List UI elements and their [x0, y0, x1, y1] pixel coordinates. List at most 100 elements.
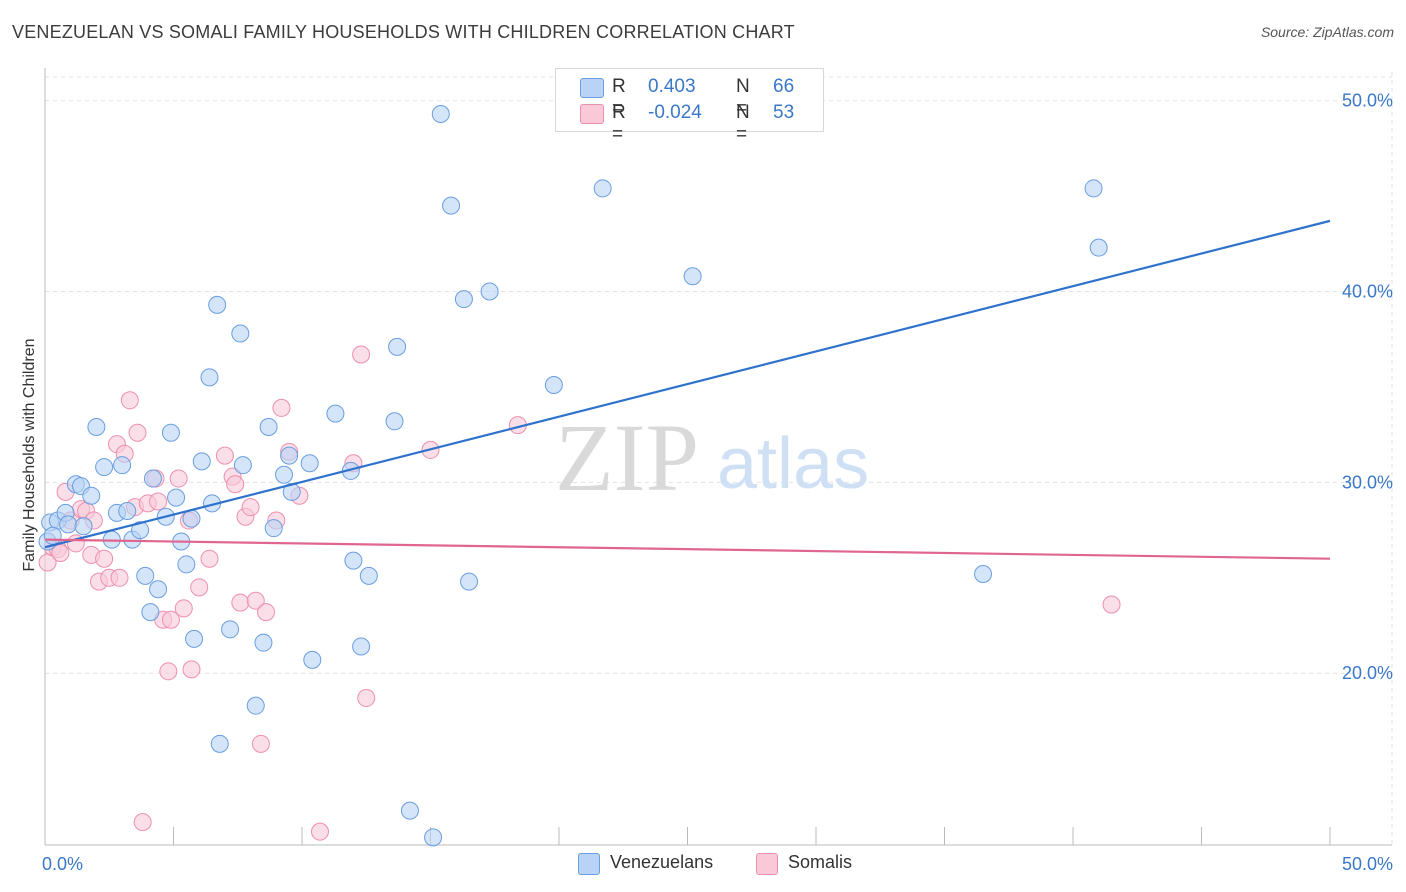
venezuelans-swatch [578, 853, 600, 875]
venezuelans-point [1089, 238, 1108, 257]
venezuelans-point [300, 454, 319, 473]
venezuelans-point [974, 564, 993, 583]
venezuelans-point [593, 179, 612, 198]
venezuelans-point [87, 418, 106, 437]
venezuelans-point [460, 572, 479, 591]
venezuelans-point [388, 337, 407, 356]
legend-label: Somalis [788, 852, 853, 872]
venezuelans-point [254, 633, 273, 652]
venezuelans-point [200, 368, 219, 387]
venezuelans-point [454, 290, 473, 309]
venezuelans-point [280, 446, 299, 465]
r-label: R = [612, 76, 626, 119]
venezuelans-point [167, 488, 186, 507]
somalis-point [51, 543, 70, 562]
venezuelans-swatch [580, 78, 604, 98]
venezuelans-point [303, 650, 322, 669]
r-value: 0.403 [648, 76, 696, 97]
venezuelans-point [264, 519, 283, 538]
y-tick-label: 40.0% [1342, 281, 1393, 301]
somalis-point [120, 391, 139, 410]
venezuelans-point [231, 324, 250, 343]
watermark: ZIP atlas [555, 404, 869, 511]
venezuelans-point [683, 267, 702, 286]
somalis-point [257, 603, 276, 622]
somalis-point [110, 568, 129, 587]
somalis-point [169, 469, 188, 488]
chart-title: VENEZUELAN VS SOMALI FAMILY HOUSEHOLDS W… [12, 22, 795, 42]
somalis-point [133, 813, 152, 832]
somalis-point [241, 498, 260, 517]
venezuelans-point [344, 551, 363, 570]
venezuelans-point [113, 456, 132, 475]
trend-layer [44, 219, 1331, 560]
somalis-point [149, 492, 168, 511]
venezuelans-point [210, 734, 229, 753]
somalis-point [357, 689, 376, 708]
venezuelans-point [131, 521, 150, 540]
venezuelans-point [177, 555, 196, 574]
venezuelans-point [431, 104, 450, 123]
somalis-point [272, 398, 291, 417]
somalis-point [174, 599, 193, 618]
venezuelans-point [74, 517, 93, 536]
watermark-atlas: atlas [717, 424, 869, 504]
y-axis-label: Family Households with Children [21, 338, 38, 572]
venezuelans-point [385, 412, 404, 431]
venezuelans-point [359, 566, 378, 585]
venezuelans-point [95, 458, 114, 477]
r-label: R = [612, 102, 626, 145]
venezuelans-point [141, 603, 160, 622]
tick-label-layer: 20.0% 30.0% 40.0% 50.0% 0.0% 50.0% [42, 91, 1393, 874]
r-value: -0.024 [648, 102, 702, 123]
venezuelans-point [192, 452, 211, 471]
venezuelans-point [442, 196, 461, 215]
somalis-point [352, 345, 371, 364]
axes-layer [44, 68, 1392, 846]
venezuelans-point [424, 828, 443, 847]
grid-layer [45, 72, 1393, 845]
source-label: Source: ZipAtlas.com [1260, 24, 1394, 40]
venezuelans-point [326, 404, 345, 423]
n-value: 53 [773, 102, 795, 123]
venezuelans-point [400, 801, 419, 820]
somalis-swatch [580, 104, 604, 124]
venezuelans-point [246, 696, 265, 715]
somalis-point [200, 549, 219, 568]
venezuelans-point [118, 501, 137, 520]
somalis-swatch [756, 853, 778, 875]
y-tick-label: 20.0% [1342, 663, 1393, 683]
venezuelans-point [208, 295, 227, 314]
venezuelans-point [480, 282, 499, 301]
n-value: 66 [773, 76, 795, 97]
venezuelans-point [544, 376, 563, 395]
venezuelans-point [275, 465, 294, 484]
somalis-point [251, 734, 270, 753]
venezuelans-trend-line [44, 219, 1331, 549]
somalis-point [128, 423, 147, 442]
venezuelans-point [282, 482, 301, 501]
x-tick-label: 50.0% [1342, 854, 1393, 874]
somalis-point [231, 593, 250, 612]
venezuelans-point [143, 469, 162, 488]
venezuelans-point [259, 418, 278, 437]
watermark-zip: ZIP [555, 404, 699, 511]
legend-label: Venezuelans [610, 852, 714, 872]
somalis-trend-line [44, 538, 1331, 560]
venezuelans-point [352, 637, 371, 656]
venezuelans-point [136, 566, 155, 585]
somalis-point [1102, 595, 1121, 614]
series-venezuelans [38, 104, 1108, 847]
y-tick-label: 50.0% [1342, 91, 1393, 111]
venezuelans-point [59, 515, 78, 534]
x-tick-label: 0.0% [42, 854, 83, 874]
venezuelans-point [43, 526, 62, 545]
somalis-point [161, 610, 180, 629]
venezuelans-point [82, 486, 101, 505]
venezuelans-point [185, 629, 204, 648]
venezuelans-point [233, 456, 252, 475]
correlation-legend: R = 0.403 N = 66 R = -0.024 N = 53 [555, 68, 824, 145]
somalis-point [190, 578, 209, 597]
somalis-point [226, 475, 245, 494]
